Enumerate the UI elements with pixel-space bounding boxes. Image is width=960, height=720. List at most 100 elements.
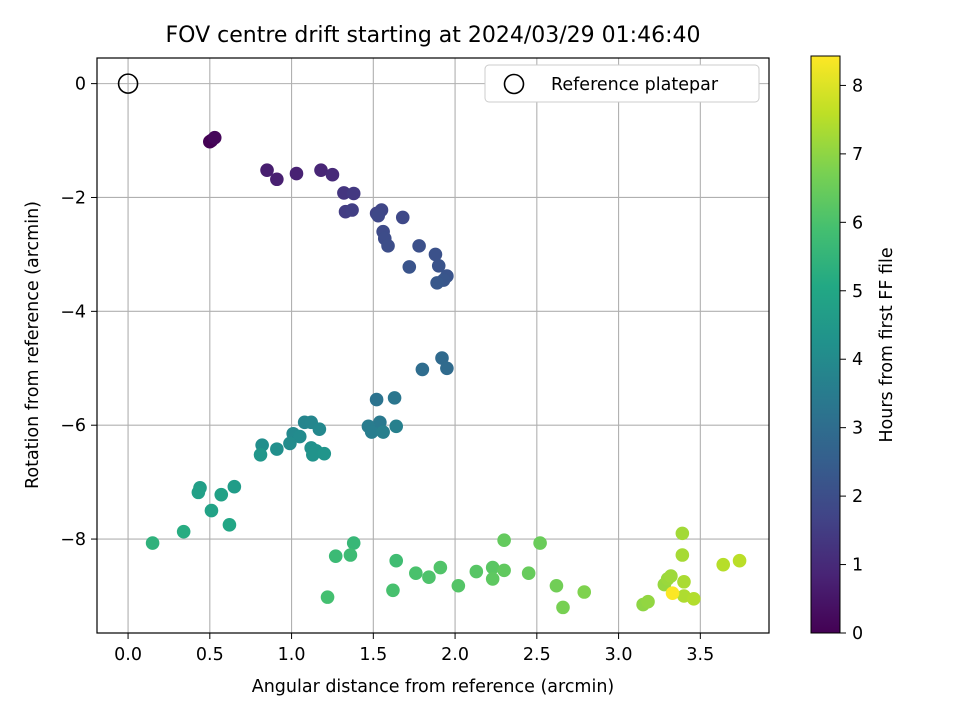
colorbar-tick-label: 4: [852, 350, 863, 370]
data-point: [346, 536, 361, 550]
data-point: [402, 260, 417, 274]
y-tick-label: 0: [75, 75, 86, 95]
data-point: [675, 526, 690, 541]
data-point: [386, 583, 400, 598]
y-axis-label: Rotation from reference (arcmin): [23, 201, 43, 489]
data-point: [214, 487, 229, 502]
colorbar-tick-label: 2: [852, 487, 863, 507]
data-point: [270, 172, 284, 187]
data-point: [270, 442, 284, 456]
colorbar-tick-label: 1: [852, 556, 863, 576]
y-tick-label: −8: [60, 530, 86, 550]
data-point: [409, 566, 423, 581]
data-point: [260, 163, 274, 177]
x-axis-ticks: 0.0 0.5 1.0 1.5 2.0 2.5 3.0 3.5: [114, 633, 714, 665]
data-point: [222, 518, 237, 532]
data-point: [485, 560, 500, 575]
data-point: [641, 594, 655, 609]
data-point: [176, 524, 191, 539]
data-point: [549, 578, 564, 593]
x-tick-label: 0.5: [196, 645, 224, 665]
data-point: [716, 557, 731, 572]
data-point: [577, 585, 592, 599]
x-tick-label: 2.5: [523, 645, 551, 665]
data-point: [376, 425, 390, 439]
data-point: [451, 578, 466, 593]
y-axis-ticks: 0 −2 −4 −6 −8: [60, 75, 97, 550]
legend-marker: [503, 73, 525, 95]
y-tick-label: −4: [60, 302, 86, 322]
colorbar-label: Hours from first FF file: [877, 247, 897, 442]
data-point: [497, 533, 511, 548]
data-point: [369, 392, 384, 407]
y-tick-label: −2: [60, 188, 86, 208]
data-point: [497, 563, 511, 578]
data-point: [686, 592, 701, 606]
data-point: [732, 553, 747, 568]
x-tick-label: 2.0: [441, 645, 469, 665]
x-tick-label: 1.0: [278, 645, 306, 665]
data-point: [664, 569, 678, 583]
colorbar: [810, 55, 841, 634]
data-point: [485, 572, 500, 586]
colorbar-tick-label: 8: [852, 76, 863, 96]
colorbar-tick-label: 6: [852, 213, 863, 233]
data-point: [145, 536, 160, 550]
chart-title: FOV centre drift starting at 2024/03/29 …: [166, 23, 701, 48]
grid-lines: [97, 58, 769, 633]
legend-box: [484, 64, 760, 103]
data-point: [317, 446, 332, 461]
plot-frame: [96, 57, 770, 634]
data-point: [343, 548, 358, 562]
data-point: [346, 186, 361, 201]
x-tick-label: 3.0: [605, 645, 633, 665]
data-point: [675, 548, 690, 562]
data-point: [371, 208, 386, 223]
data-point: [428, 247, 443, 262]
data-point: [314, 163, 328, 177]
colorbar-tick-label: 0: [852, 624, 863, 644]
data-point: [312, 422, 327, 436]
data-points: [145, 130, 747, 615]
data-point: [430, 276, 444, 290]
data-point: [440, 361, 454, 376]
x-tick-label: 1.5: [359, 645, 387, 665]
data-point: [389, 553, 404, 568]
colorbar-tick-label: 7: [852, 145, 863, 165]
legend: Reference platepar: [484, 64, 760, 103]
data-point: [387, 391, 402, 405]
data-point: [328, 549, 343, 563]
data-point: [677, 574, 691, 589]
colorbar-tick-label: 3: [852, 419, 863, 439]
data-point: [364, 425, 379, 439]
legend-label: Reference platepar: [551, 75, 719, 95]
data-point: [435, 351, 449, 365]
data-point: [415, 362, 430, 377]
data-point: [191, 485, 206, 500]
colorbar-ticks: 0 1 2 3 4 5 6 7 8: [840, 76, 863, 644]
reference-marker: [117, 73, 139, 94]
data-point: [325, 167, 340, 182]
data-point: [433, 560, 448, 575]
data-point: [533, 536, 547, 550]
data-point: [227, 479, 242, 494]
x-tick-label: 3.5: [686, 645, 714, 665]
data-point: [469, 564, 484, 579]
data-point: [389, 419, 404, 434]
data-point: [665, 586, 680, 600]
data-point: [320, 590, 335, 604]
data-point: [292, 429, 307, 444]
data-point: [381, 239, 395, 253]
data-point: [556, 600, 570, 615]
data-point: [337, 186, 351, 200]
data-point: [395, 210, 410, 225]
data-point: [422, 570, 436, 585]
data-point: [345, 203, 359, 217]
data-point: [289, 166, 304, 181]
data-point: [283, 436, 297, 451]
colorbar-tick-label: 5: [852, 282, 863, 302]
x-tick-label: 0.0: [114, 645, 142, 665]
data-point: [207, 130, 222, 145]
data-point: [306, 448, 320, 462]
